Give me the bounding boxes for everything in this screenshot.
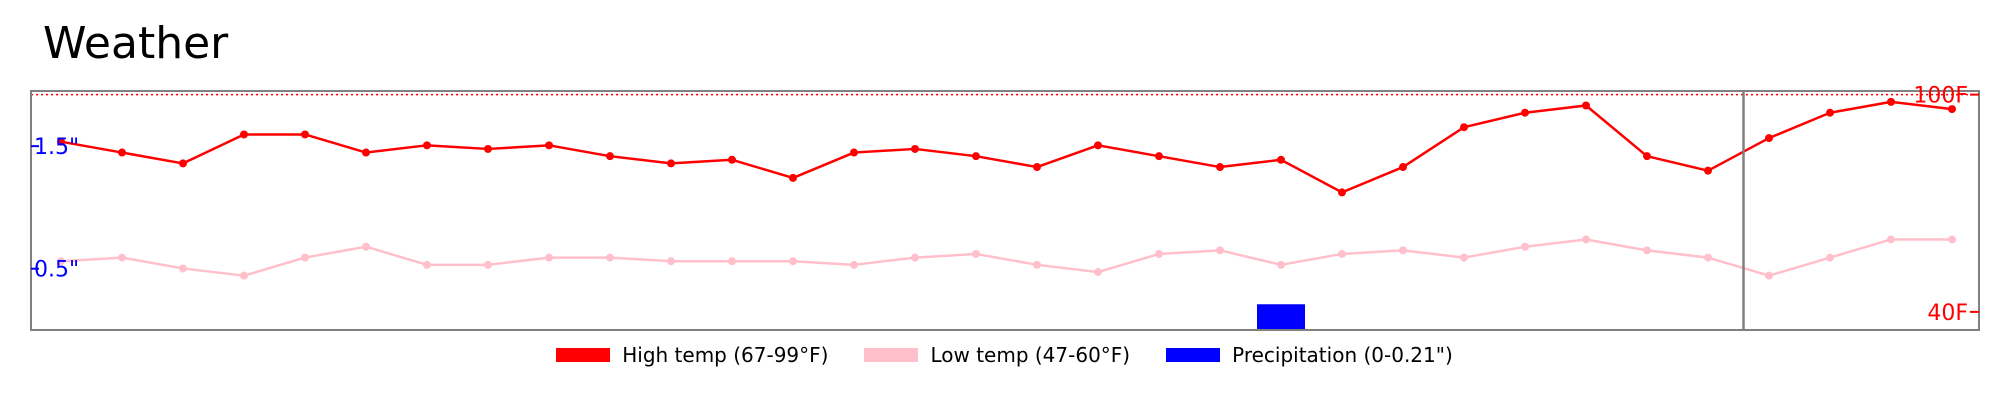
low-temp-point (1094, 268, 1102, 277)
legend-label-precip: Precipitation (0-0.21") (1232, 343, 1453, 367)
high-temp-point (1460, 123, 1468, 132)
low-temp-point (667, 257, 675, 266)
low-temp-point (1887, 235, 1895, 244)
high-temp-point (1094, 141, 1102, 150)
high-temp-point (1704, 166, 1712, 175)
low-temp-point (972, 249, 980, 258)
high-temp-point (911, 144, 919, 153)
legend-label-high: High temp (67-99°F) (622, 343, 829, 367)
high-temp-point (1155, 152, 1163, 161)
high-temp-point (1887, 97, 1895, 106)
low-temp-point (484, 260, 492, 269)
low-temp-point (1826, 253, 1834, 262)
low-temp-point (1582, 235, 1590, 244)
low-temp-point (850, 260, 858, 269)
legend-item-precip: Precipitation (0-0.21") (1166, 343, 1453, 367)
low-temp-point (118, 253, 126, 262)
high-temp-point (1033, 163, 1041, 172)
low-temp-line (60, 238, 1952, 277)
high-temp-point (118, 148, 126, 157)
high-temp-point (423, 141, 431, 150)
low-temp-point (1216, 246, 1224, 255)
plot-frame (30, 90, 1980, 331)
high-temp-point (1643, 152, 1651, 161)
low-temp-point (1033, 260, 1041, 269)
low-temp-point (789, 257, 797, 266)
temp-tick-label: 40F (1927, 301, 1968, 326)
low-temp-point (1399, 246, 1407, 255)
high-temp-line (60, 100, 1953, 194)
high-temp-point (301, 130, 309, 139)
low-temp-point (240, 271, 248, 280)
high-temp-point (545, 141, 553, 150)
legend-swatch-low (864, 348, 919, 362)
low-temp-point (1277, 260, 1285, 269)
high-temp-point (1216, 163, 1224, 172)
low-temp-point (1155, 249, 1163, 258)
legend-item-high: High temp (67-99°F) (556, 343, 828, 367)
precip-bar (1257, 304, 1305, 330)
chart-title: Weather (43, 18, 229, 69)
low-temp-point (179, 264, 187, 273)
high-temp-point (484, 144, 492, 153)
high-temp-point (1277, 155, 1285, 164)
high-temp-point (57, 137, 65, 146)
low-temp-point (362, 242, 370, 251)
low-temp-point (545, 253, 553, 262)
low-temp-point (1643, 246, 1651, 255)
high-temp-point (1765, 134, 1773, 143)
low-temp-point (728, 257, 736, 266)
low-temp-point (1948, 235, 1956, 244)
precip-tick-label: 0.5" (34, 258, 79, 283)
low-temp-point (1765, 271, 1773, 280)
low-temp-point (1704, 253, 1712, 262)
high-temp-point (850, 148, 858, 157)
high-temp-point (1948, 105, 1956, 114)
high-temp-point (972, 152, 980, 161)
high-temp-point (1338, 188, 1346, 197)
high-temp-point (728, 155, 736, 164)
high-temp-point (1521, 108, 1529, 117)
low-temp-point (1338, 249, 1346, 258)
high-temp-point (789, 173, 797, 182)
high-temp-point (1826, 108, 1834, 117)
high-temp-point (667, 159, 675, 168)
high-temp-point (179, 159, 187, 168)
low-temp-point (606, 253, 614, 262)
legend-item-low: Low temp (47-60°F) (864, 343, 1130, 367)
low-temp-point (423, 260, 431, 269)
high-temp-point (606, 152, 614, 161)
low-temp-point (57, 257, 65, 266)
high-temp-point (240, 130, 248, 139)
low-temp-point (1521, 242, 1529, 251)
legend-swatch-precip (1166, 348, 1221, 362)
high-temp-point (362, 148, 370, 157)
high-temp-point (1582, 101, 1590, 110)
chart-legend: High temp (67-99°F) Low temp (47-60°F) P… (0, 343, 2009, 367)
legend-swatch-high (556, 348, 611, 362)
temp-tick-label: 100F (1913, 84, 1968, 109)
legend-label-low: Low temp (47-60°F) (930, 343, 1131, 367)
low-temp-point (911, 253, 919, 262)
high-temp-point (1399, 163, 1407, 172)
low-temp-point (1460, 253, 1468, 262)
precip-tick-label: 1.5" (34, 135, 79, 160)
low-temp-point (301, 253, 309, 262)
